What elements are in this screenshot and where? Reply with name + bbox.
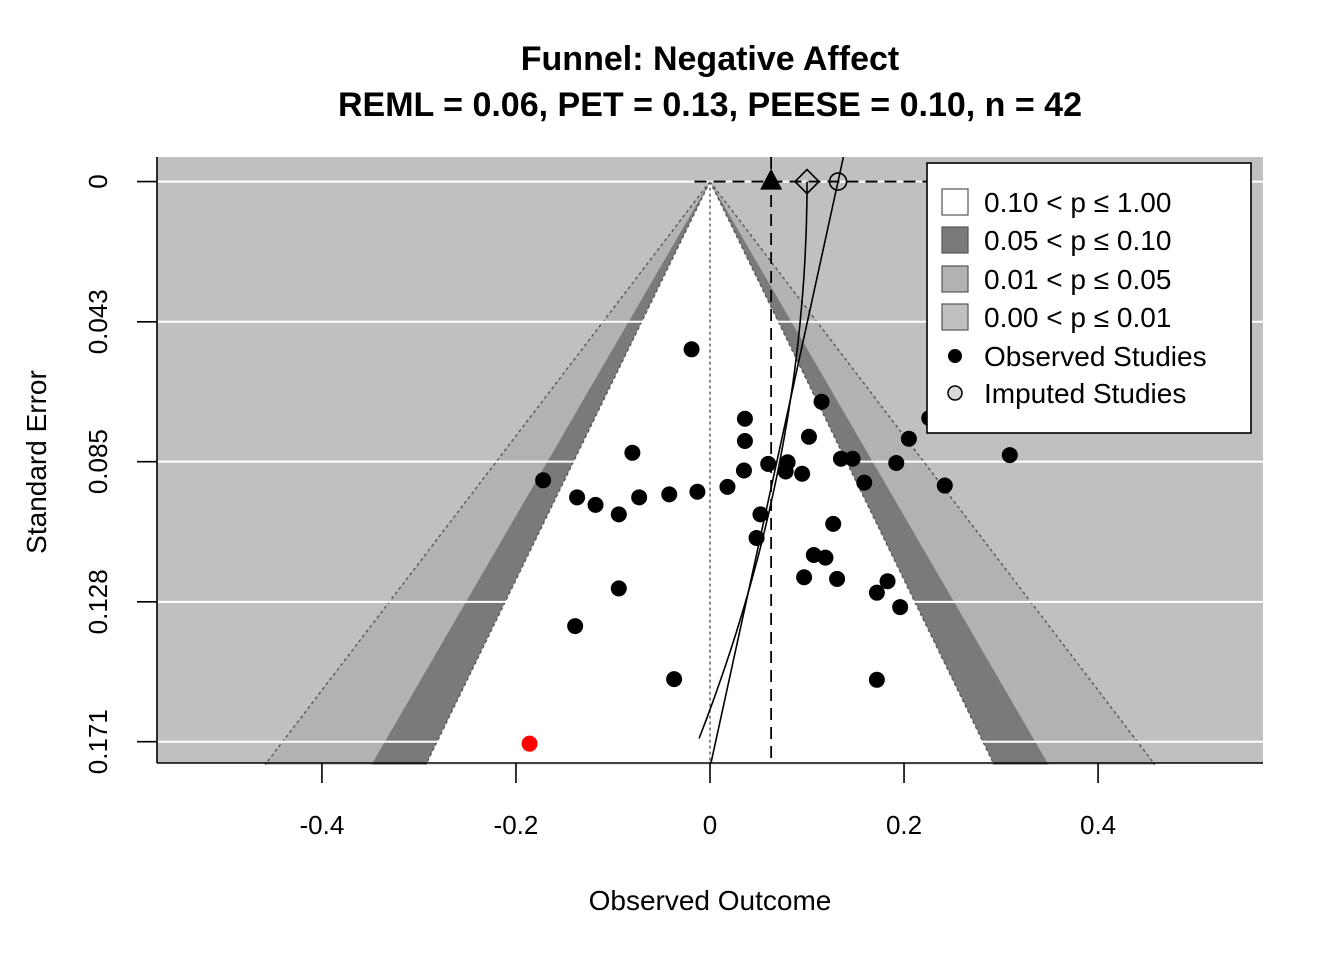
study-point-30 [748, 529, 765, 546]
study-point-21 [719, 478, 736, 495]
legend-label-2: 0.05 < p ≤ 0.10 [984, 225, 1171, 256]
legend-imputed-marker [947, 385, 963, 401]
pet-line [710, 156, 845, 764]
contour-edge-1-right [709, 181, 995, 765]
study-point-41 [868, 671, 885, 688]
study-point-11 [844, 450, 861, 467]
study-point-29 [825, 515, 842, 532]
study-point-6 [900, 430, 917, 447]
study-point-10 [832, 450, 849, 467]
study-point-36 [610, 580, 627, 597]
study-point-23 [661, 486, 678, 503]
study-point-4 [736, 410, 753, 427]
y-tick-label-3: 0.128 [83, 569, 113, 634]
y-tick-label-1: 0.043 [83, 289, 113, 354]
axes: -0.4 -0.2 0 0.2 0.4 0 0.043 0.085 0.128 0.171 [83, 157, 1263, 840]
contour-edge-0-left [264, 181, 711, 766]
study-point-20 [936, 477, 953, 494]
study-point-1 [683, 341, 700, 358]
study-point-24 [569, 489, 586, 506]
peese-diamond-marker [793, 168, 821, 195]
study-point-9 [1001, 447, 1018, 464]
y-axis-label: Standard Error [21, 370, 52, 554]
legend-label-3: 0.01 < p ≤ 0.05 [984, 264, 1171, 295]
contour-edge-0-right [709, 181, 1156, 766]
study-point-17 [794, 465, 811, 482]
legend-box [926, 162, 1252, 434]
x-tick-label-4: 0.4 [1080, 810, 1116, 840]
y-tick-label-2: 0.085 [83, 429, 113, 494]
y-tick-label-4: 0.171 [83, 709, 113, 774]
study-point-15 [735, 462, 752, 479]
legend-label-6: Imputed Studies [984, 378, 1186, 409]
study-point-5 [800, 428, 817, 445]
study-point-40 [666, 671, 683, 688]
study-point-18 [535, 472, 552, 489]
study-point-25 [631, 489, 648, 506]
chart-title: Funnel: Negative Affect [521, 40, 899, 78]
legend-swatch-2 [941, 226, 969, 254]
study-point-13 [888, 454, 905, 471]
legend-label-4: 0.00 < p ≤ 0.01 [984, 302, 1171, 333]
study-point-42 [521, 735, 538, 752]
study-point-35 [879, 573, 896, 590]
legend-observed-marker [948, 349, 962, 363]
contour-edge-1-left [425, 181, 711, 765]
legend-swatch-3 [941, 265, 969, 293]
study-point-19 [856, 474, 873, 491]
study-point-32 [817, 549, 834, 566]
reml-triangle-marker [760, 168, 783, 190]
legend-swatch-4 [941, 303, 969, 331]
study-point-27 [610, 506, 627, 523]
y-tick-label-0: 0 [83, 174, 113, 188]
study-point-14 [760, 455, 777, 472]
study-point-7 [736, 433, 753, 450]
x-tick-label-2: 0 [703, 810, 717, 840]
study-point-26 [587, 496, 604, 513]
study-point-8 [624, 444, 641, 461]
study-point-33 [796, 569, 813, 586]
legend-label-5: Observed Studies [984, 341, 1207, 372]
x-tick-label-3: 0.2 [886, 810, 922, 840]
x-axis-label: Observed Outcome [589, 885, 832, 916]
x-tick-label-0: -0.4 [300, 810, 345, 840]
legend-label-1: 0.10 < p ≤ 1.00 [984, 187, 1171, 218]
legend-swatch-1 [941, 188, 969, 216]
x-tick-label-1: -0.2 [494, 810, 539, 840]
pet-circle-marker [828, 172, 848, 191]
study-point-37 [868, 584, 885, 601]
study-point-28 [752, 506, 769, 523]
study-point-2 [813, 393, 830, 410]
legend: 0.10 < p ≤ 1.00 0.05 < p ≤ 0.10 0.01 < p… [926, 162, 1252, 434]
chart-subtitle: REML = 0.06, PET = 0.13, PEESE = 0.10, n… [338, 86, 1082, 124]
study-point-39 [567, 618, 584, 635]
study-point-34 [829, 570, 846, 587]
study-point-16 [777, 463, 794, 480]
contour-p010-p100 [425, 181, 995, 765]
study-point-38 [892, 599, 909, 616]
study-point-22 [689, 483, 706, 500]
